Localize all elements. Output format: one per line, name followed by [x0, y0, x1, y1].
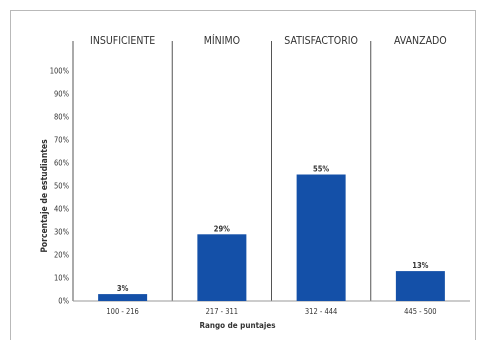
y-tick-label: 80%: [54, 113, 70, 122]
x-axis-label: Rango de puntajes: [200, 321, 276, 330]
y-tick-label: 50%: [54, 182, 70, 191]
bar: [98, 294, 148, 301]
bar: [395, 271, 445, 301]
y-tick-label: 20%: [54, 251, 70, 260]
bar-value-label: 3%: [117, 284, 129, 293]
bars: [98, 174, 445, 301]
level-header: INSUFICIENTE: [90, 35, 155, 47]
x-tick-labels: 100 - 216 217 - 311 312 - 444 445 - 500: [106, 307, 436, 316]
level-header: MÍNIMO: [204, 34, 240, 47]
bar: [296, 174, 346, 301]
bar-value-label: 55%: [313, 165, 329, 174]
y-tick-label: 90%: [54, 90, 70, 99]
chart-frame: INSUFICIENTE MÍNIMO SATISFACTORIO AVANZADO …: [10, 10, 476, 340]
x-tick-label: 217 - 311: [206, 307, 238, 316]
y-tick-label: 60%: [54, 159, 70, 168]
x-tick-label: 100 - 216: [106, 307, 138, 316]
level-header: AVANZADO: [394, 35, 447, 47]
level-headers: INSUFICIENTE MÍNIMO SATISFACTORIO AVANZADO: [90, 34, 447, 47]
level-header: SATISFACTORIO: [284, 35, 358, 47]
y-tick-label: 100%: [50, 67, 70, 76]
y-tick-label: 70%: [54, 136, 70, 145]
bar-value-label: 13%: [412, 261, 428, 270]
performance-levels-bar-chart: INSUFICIENTE MÍNIMO SATISFACTORIO AVANZADO …: [40, 34, 470, 330]
bar-value-label: 29%: [214, 224, 230, 233]
y-tick-label: 10%: [54, 274, 70, 283]
y-tick-label: 30%: [54, 228, 70, 237]
y-tick-label: 0%: [58, 297, 69, 306]
bar-value-labels: 3% 29% 55% 13%: [117, 165, 429, 294]
x-tick-label: 312 - 444: [305, 307, 337, 316]
y-axis-label: Porcentaje de estudiantes: [40, 139, 50, 253]
bar: [197, 234, 247, 301]
y-tick-label: 40%: [54, 205, 70, 214]
y-tick-labels: 0% 10% 20% 30% 40% 50% 60% 70% 80% 90% 100%: [50, 67, 70, 306]
level-separators: [171, 41, 372, 301]
x-tick-label: 445 - 500: [404, 307, 436, 316]
